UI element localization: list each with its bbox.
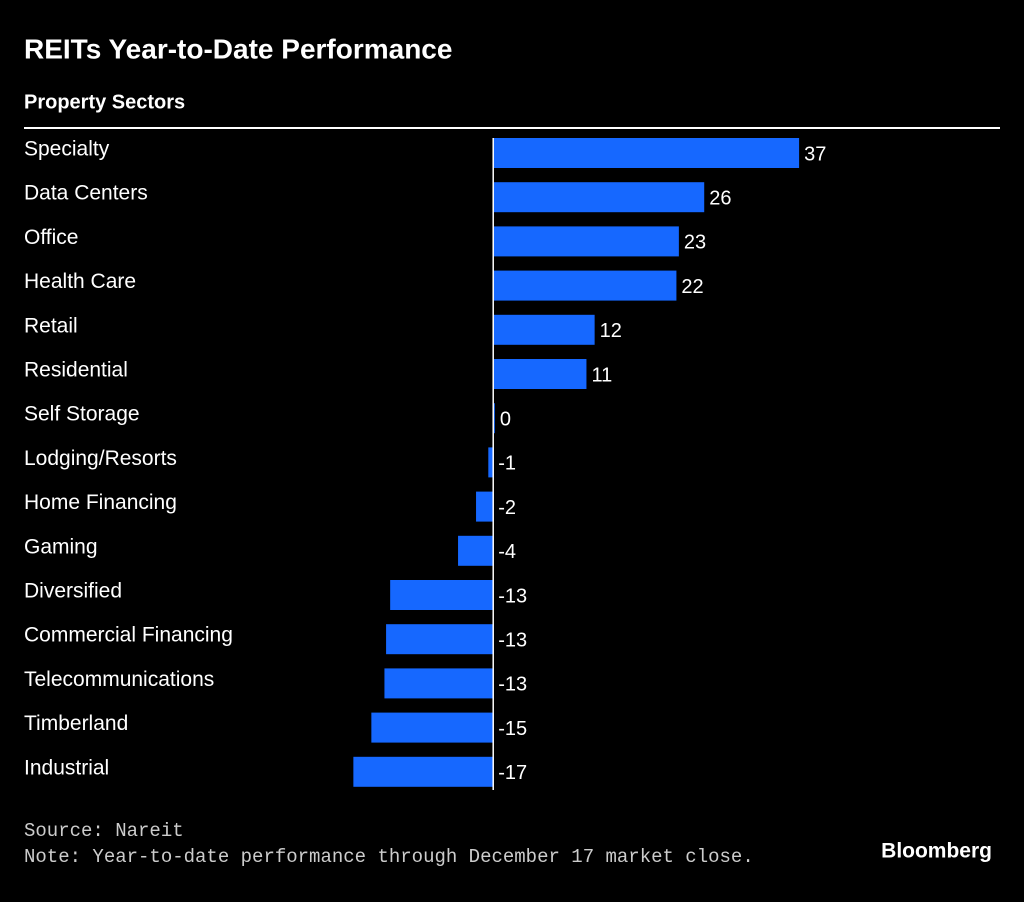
bar [493,270,677,301]
category-label: Industrial [24,756,109,779]
note: Note: Year-to-date performance through D… [24,846,754,868]
category-label: Data Centers [24,182,148,205]
value-label: -13 [498,585,527,607]
bar [488,447,494,478]
value-label: 26 [709,187,731,209]
value-label: -13 [498,629,527,651]
category-label: Gaming [24,535,98,558]
category-label: Commercial Financing [24,624,233,647]
bar [493,314,595,345]
value-label: -13 [498,674,527,696]
category-label: Home Financing [24,491,177,514]
bar [493,226,679,257]
bar [476,491,494,522]
bar [458,535,494,566]
category-label: Diversified [24,580,122,603]
value-label: 22 [681,276,703,298]
category-label: Health Care [24,270,136,293]
source: Source: Nareit [24,820,184,842]
chart-title: REITs Year-to-Date Performance [24,33,452,64]
bar [371,712,494,743]
bar [493,359,587,389]
value-label: 37 [804,143,826,165]
category-label: Residential [24,359,128,382]
value-label: -17 [498,762,527,784]
category-label: Retail [24,314,78,337]
value-label: -2 [498,497,516,519]
value-label: 23 [684,232,706,254]
category-label: Self Storage [24,403,140,426]
category-label: Office [24,226,78,249]
chart-subtitle: Property Sectors [24,91,185,113]
bar [384,668,494,699]
value-label: -4 [498,541,516,563]
category-label: Lodging/Resorts [24,447,177,470]
bar [353,756,494,787]
bar [386,624,494,655]
value-label: 12 [600,320,622,342]
value-label: -1 [498,453,516,475]
value-label: 11 [591,364,612,386]
bar [493,182,705,213]
category-label: Telecommunications [24,668,214,691]
value-label: -15 [498,718,527,740]
value-label: 0 [500,408,511,430]
bar [390,580,494,610]
category-label: Specialty [24,138,110,161]
brand: Bloomberg [881,840,992,863]
category-label: Timberland [24,712,128,735]
bar [493,403,495,434]
bar [493,138,800,168]
